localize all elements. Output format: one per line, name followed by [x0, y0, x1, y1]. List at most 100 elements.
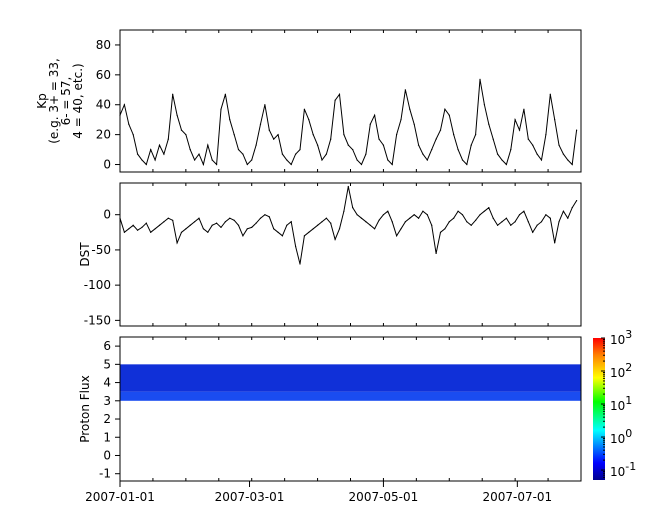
data-point	[338, 93, 341, 95]
data-point	[554, 242, 556, 244]
data-point	[145, 222, 147, 224]
data-point	[545, 214, 547, 216]
data-point	[316, 224, 319, 226]
data-point	[343, 210, 345, 212]
data-point	[409, 108, 411, 110]
data-point	[150, 148, 152, 151]
data-point	[470, 224, 472, 226]
y-tick-label: 1	[103, 430, 111, 444]
data-point	[523, 108, 525, 110]
data-point	[224, 221, 226, 223]
data-point	[382, 214, 385, 216]
data-point	[277, 134, 279, 136]
data-point	[242, 153, 244, 155]
y-axis-label: DST	[78, 242, 92, 267]
data-point	[461, 214, 464, 216]
data-point	[417, 217, 420, 219]
colorbar-base: 10	[610, 432, 625, 446]
data-point	[496, 153, 499, 155]
data-point	[145, 163, 147, 166]
data-point	[224, 93, 226, 95]
data-point	[176, 242, 178, 244]
data-point	[527, 138, 529, 140]
data-point	[229, 119, 231, 121]
data-point	[426, 214, 428, 216]
panel-3: -1 0 1 2 3 4 5 6 Proton Flux	[78, 336, 582, 482]
data-point	[352, 148, 354, 151]
data-point	[286, 224, 288, 226]
data-point	[514, 119, 516, 121]
data-point	[466, 221, 468, 223]
data-point	[562, 210, 565, 212]
y-axis-label: (e.g. 3+ = 33,	[47, 58, 61, 144]
colorbar-exponent: -1	[625, 460, 636, 473]
data-point	[444, 108, 446, 110]
data-point	[518, 214, 521, 216]
data-point	[483, 210, 486, 212]
data-point	[413, 214, 415, 216]
data-point	[330, 138, 332, 140]
data-point	[527, 221, 529, 223]
y-tick-label: 0	[103, 208, 111, 222]
data-point	[479, 214, 481, 216]
colorbar	[593, 338, 605, 480]
data-point	[281, 235, 284, 237]
y-tick-label: 20	[96, 128, 111, 142]
data-point	[172, 93, 174, 95]
data-point	[158, 144, 161, 146]
data-point	[562, 153, 565, 155]
data-point	[259, 217, 262, 219]
heatmap-band	[120, 364, 581, 392]
data-point	[576, 129, 578, 131]
data-point	[268, 216, 270, 218]
data-point	[295, 245, 297, 247]
data-point	[312, 228, 314, 230]
data-point	[321, 221, 323, 223]
data-point	[356, 159, 358, 161]
data-point	[554, 119, 556, 121]
data-point	[571, 207, 573, 209]
data-point	[453, 217, 455, 219]
data-point	[536, 224, 538, 226]
y-tick-label: 40	[96, 98, 111, 112]
data-point	[496, 224, 499, 226]
data-point	[237, 148, 240, 151]
data-point	[466, 163, 468, 166]
data-point	[567, 159, 569, 161]
data-point	[277, 231, 279, 233]
y-axis-label: 4 = 40, etc.)	[71, 63, 85, 138]
data-point	[488, 123, 490, 125]
data-point	[264, 214, 266, 216]
data-point	[400, 228, 402, 230]
data-point	[567, 217, 569, 219]
data-point	[470, 144, 472, 146]
y-tick-label: -1	[99, 467, 111, 481]
data-point	[488, 207, 490, 209]
data-point	[233, 219, 235, 221]
data-point	[492, 138, 494, 140]
y-tick-label: -150	[84, 313, 111, 327]
data-point	[242, 235, 244, 237]
series-line-1	[119, 79, 578, 167]
x-tick-label: 2007-05-01	[349, 490, 419, 504]
data-point	[532, 231, 534, 233]
colorbar-exponent: 0	[625, 427, 632, 440]
data-point	[501, 221, 503, 223]
data-point	[334, 99, 336, 101]
data-point	[422, 153, 424, 155]
data-point	[483, 104, 486, 106]
y-tick-label: 0	[103, 448, 111, 462]
data-point	[295, 153, 297, 155]
data-point	[163, 153, 165, 155]
data-point	[360, 163, 363, 166]
data-point	[369, 224, 371, 226]
data-point	[439, 231, 442, 233]
data-point	[154, 228, 156, 230]
data-point	[558, 144, 560, 146]
data-point	[505, 163, 507, 166]
data-point	[189, 148, 191, 151]
data-point	[154, 159, 156, 161]
data-point	[378, 219, 380, 221]
data-point	[448, 221, 450, 223]
